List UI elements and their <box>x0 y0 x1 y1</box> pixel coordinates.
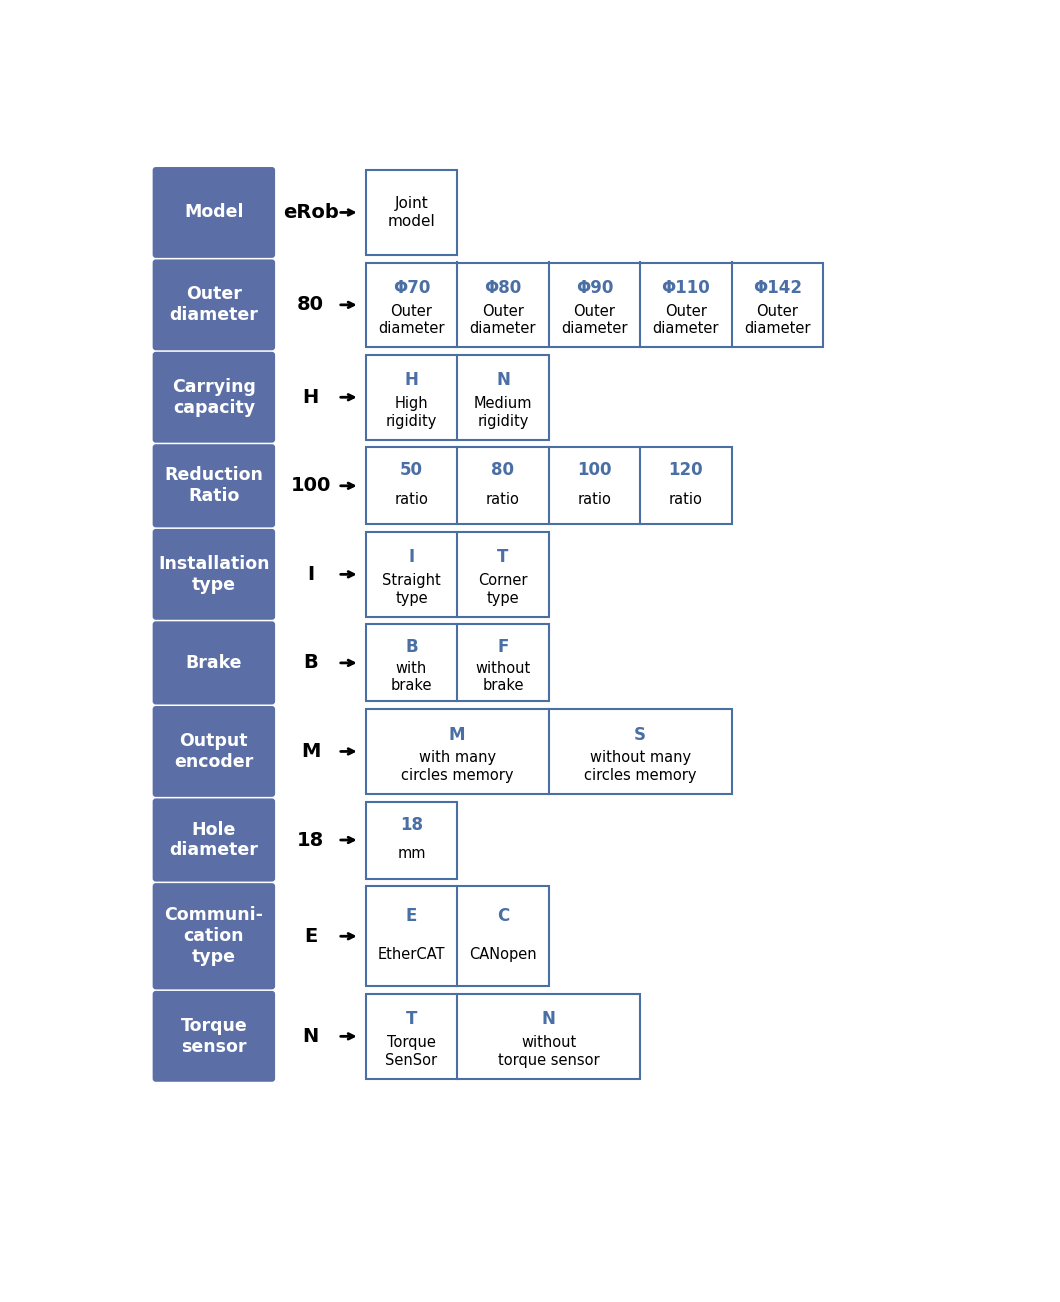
Text: ratio: ratio <box>578 492 612 508</box>
Text: E: E <box>304 927 317 945</box>
Bar <box>366 355 549 440</box>
Text: without many
circles memory: without many circles memory <box>584 750 696 783</box>
Text: 18: 18 <box>297 831 324 849</box>
Text: 100: 100 <box>290 477 331 495</box>
Text: I: I <box>307 565 315 583</box>
Text: I: I <box>408 548 414 566</box>
Text: Joint
model: Joint model <box>388 197 436 229</box>
Bar <box>366 710 731 794</box>
Text: H: H <box>302 388 319 406</box>
Text: without
torque sensor: without torque sensor <box>498 1035 600 1068</box>
Text: Φ70: Φ70 <box>393 279 430 297</box>
Bar <box>366 533 549 617</box>
Text: Outer
diameter: Outer diameter <box>653 303 719 336</box>
Text: Model: Model <box>184 203 244 221</box>
Text: E: E <box>406 907 418 926</box>
FancyBboxPatch shape <box>153 259 276 350</box>
Bar <box>366 625 549 702</box>
Text: ratio: ratio <box>669 492 703 508</box>
Text: N: N <box>302 1027 319 1046</box>
Text: Outer
diameter: Outer diameter <box>561 303 628 336</box>
Bar <box>366 263 823 348</box>
Text: N: N <box>496 371 510 389</box>
Text: Torque
sensor: Torque sensor <box>180 1017 247 1056</box>
Text: Corner
type: Corner type <box>478 573 528 605</box>
Text: Output
encoder: Output encoder <box>174 732 253 771</box>
Text: EtherCAT: EtherCAT <box>377 947 445 962</box>
Text: Reduction
Ratio: Reduction Ratio <box>164 466 263 505</box>
Text: 80: 80 <box>492 461 514 479</box>
Text: without
brake: without brake <box>475 660 531 693</box>
Text: Φ80: Φ80 <box>484 279 522 297</box>
Text: 120: 120 <box>669 461 703 479</box>
Text: Φ90: Φ90 <box>576 279 613 297</box>
FancyBboxPatch shape <box>153 621 276 704</box>
Text: Φ142: Φ142 <box>753 279 801 297</box>
Text: B: B <box>303 654 318 672</box>
Text: Outer
diameter: Outer diameter <box>170 285 259 324</box>
Text: 100: 100 <box>577 461 612 479</box>
Text: T: T <box>406 1010 418 1029</box>
Text: N: N <box>542 1010 555 1029</box>
Bar <box>366 993 640 1078</box>
Text: Brake: Brake <box>186 654 242 672</box>
Text: Torque
SenSor: Torque SenSor <box>386 1035 438 1068</box>
Text: C: C <box>497 907 509 926</box>
Text: Carrying
capacity: Carrying capacity <box>172 378 255 417</box>
FancyBboxPatch shape <box>153 706 276 797</box>
Text: Straight
type: Straight type <box>382 573 441 605</box>
Text: Outer
diameter: Outer diameter <box>470 303 536 336</box>
Text: Hole
diameter: Hole diameter <box>170 820 259 859</box>
Text: 80: 80 <box>297 296 324 314</box>
FancyBboxPatch shape <box>153 991 276 1082</box>
Text: High
rigidity: High rigidity <box>386 396 437 428</box>
Bar <box>366 802 457 879</box>
Text: M: M <box>449 725 465 743</box>
Text: CANopen: CANopen <box>470 947 536 962</box>
Text: Φ110: Φ110 <box>661 279 710 297</box>
Text: T: T <box>497 548 509 566</box>
Text: Outer
diameter: Outer diameter <box>744 303 811 336</box>
Text: 18: 18 <box>400 815 423 833</box>
Bar <box>366 887 549 987</box>
Text: Communi-
cation
type: Communi- cation type <box>164 906 263 966</box>
Text: 50: 50 <box>400 461 423 479</box>
FancyBboxPatch shape <box>153 444 276 527</box>
Text: with many
circles memory: with many circles memory <box>401 750 513 783</box>
Text: eRob: eRob <box>283 203 338 221</box>
FancyBboxPatch shape <box>153 529 276 620</box>
Text: F: F <box>497 638 509 656</box>
Text: Outer
diameter: Outer diameter <box>378 303 445 336</box>
FancyBboxPatch shape <box>153 798 276 881</box>
Text: ratio: ratio <box>394 492 428 508</box>
FancyBboxPatch shape <box>153 352 276 443</box>
Text: M: M <box>301 742 320 760</box>
Text: B: B <box>405 638 418 656</box>
Text: H: H <box>405 371 419 389</box>
FancyBboxPatch shape <box>153 883 276 990</box>
Bar <box>366 171 457 255</box>
Text: Installation
type: Installation type <box>158 555 269 594</box>
Text: Medium
rigidity: Medium rigidity <box>474 396 532 428</box>
FancyBboxPatch shape <box>153 167 276 258</box>
Text: with
brake: with brake <box>391 660 432 693</box>
Text: ratio: ratio <box>487 492 519 508</box>
Bar <box>366 448 731 525</box>
Text: S: S <box>634 725 647 743</box>
Text: mm: mm <box>398 846 426 862</box>
